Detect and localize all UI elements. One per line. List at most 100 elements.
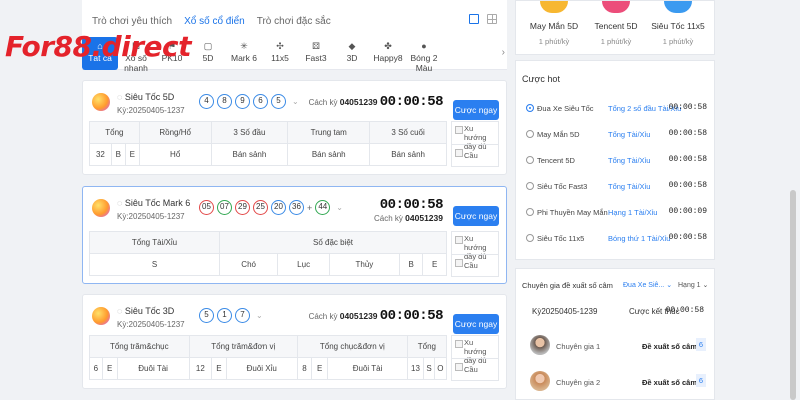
result-ball: 7 xyxy=(235,308,250,323)
hot-bets-title: Cược hot xyxy=(522,74,560,84)
expert-title: Chuyên gia đề xuất số câm xyxy=(522,281,613,290)
hot-bet-row[interactable]: Siêu Tốc 11x5 Bóng thứ 1 Tài/Xỉu 00:00:58 xyxy=(526,233,711,245)
star-icon: ✳ xyxy=(240,41,248,51)
bridge-link[interactable]: Cầu xyxy=(452,254,498,276)
game-tab-fast3[interactable]: ⚄ Fast3 xyxy=(305,41,327,63)
table-row: Tổng Rồng/Hổ 3 Số đầu Trung tam 3 Số cuố… xyxy=(89,121,447,144)
game-tab-2color[interactable]: ● Bóng 2 Màu xyxy=(410,41,438,73)
full-trend-link[interactable]: Xu hướng đầy đủ xyxy=(452,232,498,261)
scrollbar[interactable] xyxy=(790,190,796,400)
stats-table: Tổng Tài/Xỉu Số đặc biệt S Chó Lục Thủy … xyxy=(89,231,447,276)
game-tab-pk10[interactable]: ⚑ PK10 xyxy=(161,41,183,63)
card-header: Siêu Tốc 3D Kỳ:20250405-1237 5 1 7 ⌄ Các… xyxy=(87,303,507,334)
game-tab-all[interactable]: ⌂ Tất cả xyxy=(82,37,118,70)
countdown-timer: 00:00:58 xyxy=(379,94,444,110)
result-ball: 1 xyxy=(217,308,232,323)
chevron-down-icon[interactable]: ⌄ xyxy=(256,311,263,320)
game-card-3d: Siêu Tốc 3D Kỳ:20250405-1237 5 1 7 ⌄ Các… xyxy=(82,294,507,389)
game-logo-icon xyxy=(92,93,110,111)
full-trend-link[interactable]: Xu hướng đầy đủ xyxy=(452,336,498,365)
home-icon: ⌂ xyxy=(97,41,103,51)
game-tab-quick[interactable]: ⚀ Xổ số nhanh xyxy=(124,41,148,73)
tab-special[interactable]: Trò chơi đặc sắc xyxy=(256,16,331,27)
game-logo-icon xyxy=(664,1,692,13)
chevron-right-icon[interactable]: › xyxy=(501,47,505,58)
bet-now-button[interactable]: Cược ngay xyxy=(453,100,499,120)
bridge-link[interactable]: Cầu xyxy=(452,144,498,166)
bet-closed-label: Cược kết thúc xyxy=(629,307,680,316)
trend-links: Xu hướng đầy đủ Cầu xyxy=(451,335,499,381)
trend-links: Xu hướng đầy đủ Cầu xyxy=(451,231,499,277)
tab-classic[interactable]: Xổ số cổ điển xyxy=(184,16,245,27)
table-row: Tổng Tài/Xỉu Số đặc biệt xyxy=(89,231,447,254)
featured-game[interactable]: May Mắn 5D 1 phút/kỳ xyxy=(524,1,584,46)
hot-bet-row[interactable]: Tencent 5D Tổng Tài/Xỉu 00:00:58 xyxy=(526,155,711,167)
featured-game[interactable]: Siêu Tốc 11x5 1 phút/kỳ xyxy=(648,1,708,46)
game-logo-icon xyxy=(602,1,630,13)
hot-bet-row[interactable]: Phi Thuyền May Mắn Hạng 1 Tài/Xỉu 00:00:09 xyxy=(526,207,711,219)
right-panel: May Mắn 5D 1 phút/kỳ Tencent 5D 1 phút/k… xyxy=(515,0,715,400)
game-tab-5d[interactable]: ▢ 5D xyxy=(202,41,214,63)
radio-icon[interactable] xyxy=(526,208,534,216)
result-ball: 29 xyxy=(235,200,250,215)
game-card-mark6: Siêu Tốc Mark 6 Kỳ:20250405-1237 05 07 2… xyxy=(82,186,507,284)
result-ball: 36 xyxy=(289,200,304,215)
game-tab-mark6[interactable]: ✳ Mark 6 xyxy=(231,41,257,63)
expert-row[interactable]: Chuyên gia 1 Đề xuất số câm: 6 xyxy=(530,335,710,357)
radio-icon[interactable] xyxy=(526,234,534,242)
game-name[interactable]: Siêu Tốc 3D xyxy=(117,306,174,316)
bet-now-button[interactable]: Cược ngay xyxy=(453,206,499,226)
game-type-tabs: ⌂ Tất cả ⚀ Xổ số nhanh ⚑ PK10 ▢ 5D ✳ Mark 6 ✣… xyxy=(82,37,507,73)
game-logo-icon xyxy=(540,1,568,13)
expert-row[interactable]: Chuyên gia 2 Đề xuất số câm: 6 xyxy=(530,371,710,393)
bridge-link[interactable]: Cầu xyxy=(452,358,498,380)
game-tab-11x5[interactable]: ✣ 11x5 xyxy=(271,41,289,63)
draw-info: Cách kỳ 04051239 00:00:58 xyxy=(308,308,444,324)
clover-icon: ✤ xyxy=(384,41,392,51)
expert-panel: Chuyên gia đề xuất số câm Đua Xe Siê... … xyxy=(515,268,715,400)
cube-icon: ⚄ xyxy=(312,41,320,51)
rank-select[interactable]: Hạng 1 ⌄ xyxy=(678,282,709,289)
list-view-icon[interactable] xyxy=(469,14,479,24)
countdown-timer: 00:00:58 xyxy=(379,308,444,324)
hot-bet-row[interactable]: May Mắn 5D Tổng Tài/Xỉu 00:00:58 xyxy=(526,129,711,141)
result-ball: 4 xyxy=(199,94,214,109)
game-tab-happy8[interactable]: ✤ Happy8 xyxy=(373,41,403,63)
table-row: 6 E Đuôi Tài 12 E Đuôi Xỉu 8 E Đuôi Tài … xyxy=(89,357,448,380)
draw-info: 00:00:58 Cách kỳ 04051239 xyxy=(374,197,443,223)
result-ball: 20 xyxy=(271,200,286,215)
game-name[interactable]: Siêu Tốc 5D xyxy=(117,92,174,102)
game-select[interactable]: Đua Xe Siê... ⌄ xyxy=(623,282,673,289)
full-trend-link[interactable]: Xu hướng đầy đủ xyxy=(452,122,498,151)
game-name[interactable]: Siêu Tốc Mark 6 xyxy=(117,198,190,208)
featured-game[interactable]: Tencent 5D 1 phút/kỳ xyxy=(586,1,646,46)
game-tab-3d[interactable]: ◆ 3D xyxy=(346,41,358,63)
hot-bet-row[interactable]: Đua Xe Siêu Tốc Tổng 2 số đầu Tài/Xỉu 00:0… xyxy=(526,103,711,115)
lottery-panel: Trò chơi yêu thích Xổ số cổ điển Trò chơ… xyxy=(82,0,507,400)
radio-icon[interactable] xyxy=(526,182,534,190)
radio-icon[interactable] xyxy=(526,104,534,112)
result-balls: 5 1 7 ⌄ xyxy=(199,308,263,323)
card-header: Siêu Tốc Mark 6 Kỳ:20250405-1237 05 07 2… xyxy=(87,195,507,226)
table-row: Tổng trăm&chục Tổng trăm&đơn vị Tổng chụ… xyxy=(89,335,448,358)
card-header: Siêu Tốc 5D Kỳ:20250405-1237 4 8 9 6 5 ⌄… xyxy=(87,89,507,120)
game-card-5d: Siêu Tốc 5D Kỳ:20250405-1237 4 8 9 6 5 ⌄… xyxy=(82,80,507,175)
countdown-timer: 00:00:58 xyxy=(379,197,444,213)
special-ball: 44 xyxy=(315,200,331,215)
result-ball: 9 xyxy=(235,94,250,109)
period-label: Kỳ:20250405-1237 xyxy=(117,106,185,115)
bet-now-button[interactable]: Cược ngay xyxy=(453,314,499,334)
period-label: Kỳ20250405-1239 xyxy=(532,307,598,316)
chevron-down-icon[interactable]: ⌄ xyxy=(336,203,343,212)
plus-icon: + xyxy=(307,202,313,213)
chevron-down-icon[interactable]: ⌄ xyxy=(292,97,299,106)
grid-view-icon[interactable] xyxy=(487,14,497,24)
draw-info: Cách kỳ 04051239 00:00:58 xyxy=(308,94,444,110)
tab-favorite[interactable]: Trò chơi yêu thích xyxy=(92,16,173,27)
hot-bets-panel: Cược hot Đua Xe Siêu Tốc Tổng 2 số đầu Tà… xyxy=(515,60,715,260)
avatar xyxy=(530,371,550,391)
hot-bet-row[interactable]: Siêu Tốc Fast3 Tổng Tài/Xỉu 00:00:58 xyxy=(526,181,711,193)
dice-icon: ⚀ xyxy=(132,41,140,51)
radio-icon[interactable] xyxy=(526,156,534,164)
radio-icon[interactable] xyxy=(526,130,534,138)
